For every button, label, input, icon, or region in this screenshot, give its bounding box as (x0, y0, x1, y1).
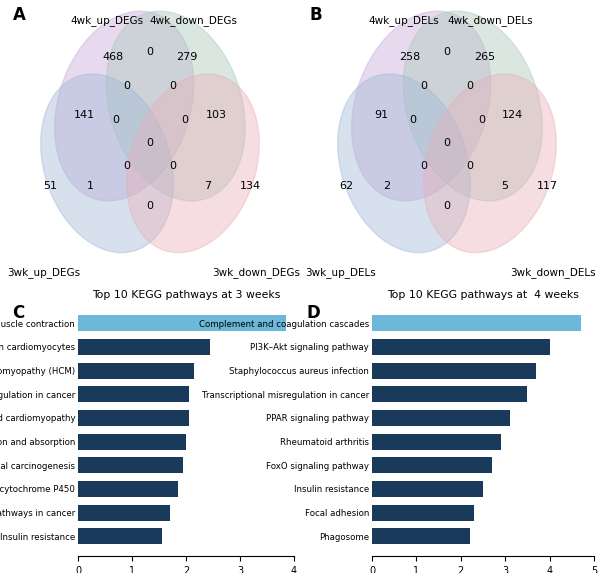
Bar (78, 339, 211, 355)
Text: 0: 0 (478, 115, 485, 125)
Text: 0: 0 (443, 46, 451, 57)
Text: 468: 468 (102, 52, 124, 62)
Bar (372, 363, 536, 379)
Ellipse shape (352, 11, 491, 201)
Ellipse shape (106, 11, 245, 201)
Bar (372, 386, 527, 402)
Bar (78, 434, 186, 450)
Bar (78, 410, 188, 426)
Text: 3wk_up_DEGs: 3wk_up_DEGs (7, 266, 80, 278)
Text: 0: 0 (443, 138, 451, 148)
Text: 0: 0 (124, 161, 131, 171)
Text: 265: 265 (473, 52, 495, 62)
Bar (372, 315, 581, 331)
Text: 2: 2 (383, 181, 391, 191)
Text: 0: 0 (443, 201, 451, 211)
Text: 141: 141 (74, 109, 95, 120)
Text: 4wk_up_DEGs: 4wk_up_DEGs (70, 14, 143, 26)
Ellipse shape (403, 11, 542, 201)
Text: 4wk_up_DELs: 4wk_up_DELs (368, 14, 439, 26)
Bar (78, 528, 162, 544)
Bar (372, 457, 492, 473)
Bar (372, 434, 501, 450)
Bar (372, 505, 474, 521)
Text: D: D (306, 304, 320, 321)
Ellipse shape (41, 74, 173, 253)
Text: 0: 0 (169, 81, 176, 91)
Text: 0: 0 (146, 46, 154, 57)
Text: 0: 0 (466, 161, 473, 171)
Text: 0: 0 (421, 161, 428, 171)
Bar (372, 339, 550, 355)
Text: 0: 0 (146, 201, 154, 211)
Text: 0: 0 (124, 81, 131, 91)
Text: 0: 0 (112, 115, 119, 125)
Bar (78, 315, 286, 331)
Bar (78, 481, 178, 497)
Text: 134: 134 (240, 181, 261, 191)
Bar (78, 457, 184, 473)
Text: 51: 51 (43, 181, 57, 191)
Text: 258: 258 (399, 52, 421, 62)
Text: 7: 7 (204, 181, 211, 191)
Text: 0: 0 (421, 81, 428, 91)
Bar (78, 363, 194, 379)
Bar (372, 410, 509, 426)
Text: 3wk_down_DELs: 3wk_down_DELs (510, 266, 596, 278)
Title: Top 10 KEGG pathways at  4 weeks: Top 10 KEGG pathways at 4 weeks (387, 290, 579, 300)
Text: 279: 279 (176, 52, 198, 62)
Text: 1: 1 (86, 181, 94, 191)
Bar (372, 528, 470, 544)
Text: 0: 0 (181, 115, 188, 125)
Text: 0: 0 (466, 81, 473, 91)
Bar (78, 386, 188, 402)
Text: 3wk_up_DELs: 3wk_up_DELs (305, 266, 376, 278)
Text: 117: 117 (537, 181, 558, 191)
Text: 91: 91 (374, 109, 388, 120)
Ellipse shape (127, 74, 259, 253)
Text: 0: 0 (409, 115, 416, 125)
Text: B: B (310, 6, 322, 23)
Ellipse shape (338, 74, 470, 253)
Text: 0: 0 (146, 138, 154, 148)
Bar (372, 481, 483, 497)
Ellipse shape (424, 74, 556, 253)
Text: 103: 103 (205, 109, 226, 120)
Text: 62: 62 (340, 181, 354, 191)
Text: 124: 124 (502, 109, 524, 120)
Text: 0: 0 (169, 161, 176, 171)
Text: 4wk_down_DEGs: 4wk_down_DEGs (149, 14, 237, 26)
Text: 4wk_down_DELs: 4wk_down_DELs (447, 14, 533, 26)
Bar (78, 505, 170, 521)
Text: 3wk_down_DEGs: 3wk_down_DEGs (212, 266, 300, 278)
Text: A: A (13, 6, 25, 23)
Text: C: C (12, 304, 24, 321)
Text: 5: 5 (501, 181, 508, 191)
Ellipse shape (55, 11, 194, 201)
Title: Top 10 KEGG pathways at 3 weeks: Top 10 KEGG pathways at 3 weeks (92, 290, 280, 300)
